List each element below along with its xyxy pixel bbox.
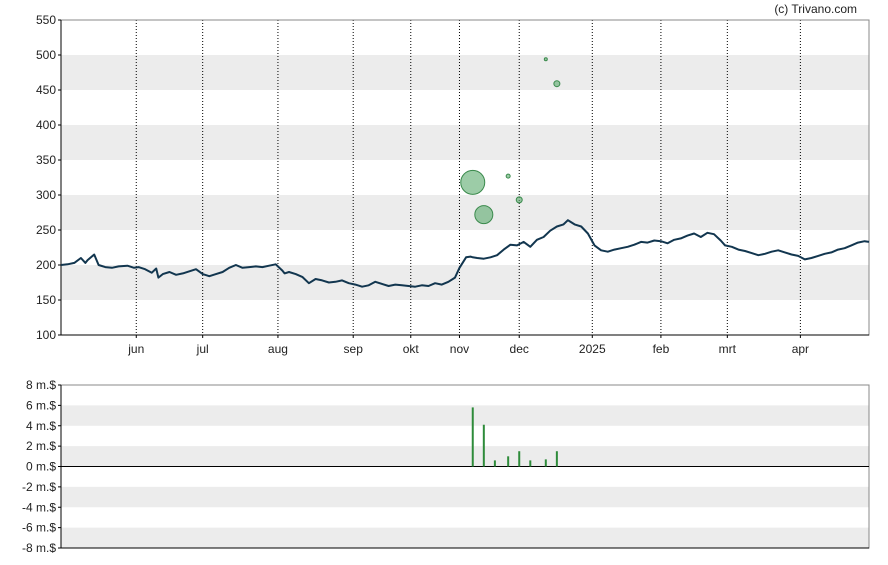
price-bubble — [505, 173, 511, 179]
volume-y-tick-label: -2 m.$ — [22, 480, 56, 494]
price-band — [61, 125, 869, 160]
price-y-tick-label: 350 — [36, 153, 56, 167]
volume-y-tick-label: 2 m.$ — [26, 439, 56, 453]
price-x-tick-label: sep — [344, 342, 364, 356]
volume-y-axis: 8 m.$ 6 m.$ 4 m.$ 2 m.$ 0 m.$ -2 m.$ -4 m.$ -6 … — [22, 378, 61, 555]
price-bubble — [515, 196, 523, 204]
price-x-tick-label: jul — [196, 342, 209, 356]
price-band — [61, 195, 869, 230]
price-y-tick-label: 100 — [36, 328, 56, 342]
price-y-axis: 100 150 200 250 300 350 400 450 500 550 — [36, 13, 61, 342]
volume-y-tick-label: -4 m.$ — [22, 500, 56, 514]
price-x-tick-label: nov — [450, 342, 469, 356]
price-x-tick-label: aug — [268, 342, 288, 356]
price-y-tick-label: 150 — [36, 293, 56, 307]
price-x-tick-label: jun — [127, 342, 144, 356]
price-x-tick-label: 2025 — [579, 342, 606, 356]
price-bubbles — [460, 57, 561, 225]
price-x-tick-label: okt — [403, 342, 420, 356]
price-x-tick-label: apr — [792, 342, 809, 356]
volume-band — [61, 446, 869, 467]
volume-band — [61, 405, 869, 426]
price-x-tick-label: feb — [653, 342, 670, 356]
price-bubble — [460, 169, 486, 195]
price-x-tick-label: mrt — [719, 342, 737, 356]
price-line-group — [60, 219, 870, 288]
price-y-tick-label: 250 — [36, 223, 56, 237]
price-frame — [60, 19, 870, 336]
price-x-axis: jun jul aug sep okt nov dec 2025 feb mrt apr — [127, 335, 809, 356]
price-bubble — [543, 57, 548, 62]
copyright-label: (c) Trivano.com — [774, 2, 857, 16]
volume-y-tick-label: -8 m.$ — [22, 541, 56, 555]
volume-y-tick-label: 4 m.$ — [26, 419, 56, 433]
volume-bands — [61, 405, 869, 548]
price-bands — [61, 55, 869, 300]
price-x-tick-label: dec — [510, 342, 529, 356]
price-y-tick-label: 500 — [36, 48, 56, 62]
price-y-tick-label: 550 — [36, 13, 56, 27]
volume-y-tick-label: 6 m.$ — [26, 398, 56, 412]
price-bubble — [474, 205, 494, 225]
price-line — [60, 219, 870, 288]
price-y-tick-label: 450 — [36, 83, 56, 97]
volume-y-tick-label: 8 m.$ — [26, 378, 56, 392]
price-band — [61, 265, 869, 300]
price-band — [61, 55, 869, 90]
price-y-tick-label: 300 — [36, 188, 56, 202]
price-y-tick-label: 400 — [36, 118, 56, 132]
volume-band — [61, 486, 869, 508]
volume-bars — [471, 407, 558, 467]
volume-y-tick-label: -6 m.$ — [22, 521, 56, 535]
price-y-tick-label: 200 — [36, 258, 56, 272]
volume-band — [61, 527, 869, 548]
price-bubble — [553, 80, 561, 88]
volume-y-tick-label: 0 m.$ — [26, 460, 56, 474]
